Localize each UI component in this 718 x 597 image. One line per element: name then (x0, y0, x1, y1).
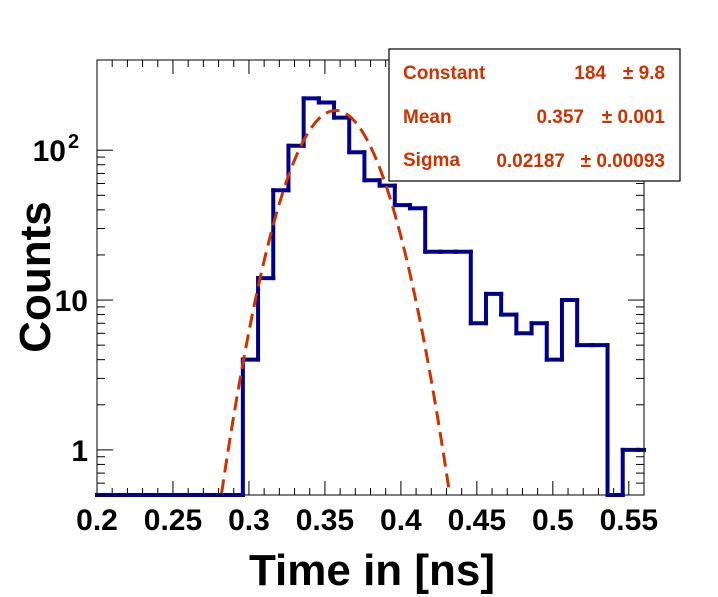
stats-constant-name: Constant (403, 63, 486, 84)
stats-sigma-name: Sigma (403, 150, 460, 171)
stats-sigma-error: ± 0.00093 (581, 151, 665, 172)
stats-constant-value: 184 (574, 63, 606, 84)
x-tick-label: 0.5 (532, 504, 574, 537)
x-tick-label: 0.2 (76, 504, 118, 537)
stats-mean-error: ± 0.001 (602, 107, 666, 128)
stats-mean-name: Mean (403, 107, 452, 128)
stats-constant-error: ± 9.8 (623, 63, 665, 84)
stats-sigma-value: 0.02187 (496, 151, 565, 172)
x-tick-label: 0.35 (296, 504, 354, 537)
x-tick-label: 0.4 (380, 504, 422, 537)
gaussian-fit-curve (220, 109, 451, 494)
y-axis-title: Counts (11, 201, 60, 353)
stats-box-frame (388, 48, 681, 182)
y-tick-label: 1 (71, 435, 88, 468)
y-tick-label-exponent: 2 (68, 131, 79, 153)
x-tick-label: 0.3 (228, 504, 270, 537)
y-tick-label: 10 2 (33, 131, 80, 168)
stats-box: Constant 184 ± 9.8 Mean 0.357 ± 0.001 Si… (388, 48, 681, 182)
x-tick-label: 0.25 (144, 504, 202, 537)
y-tick-label: 10 (55, 285, 88, 318)
y-tick-label-base: 10 (33, 135, 66, 168)
stats-mean-value: 0.357 (536, 107, 584, 128)
x-tick-label: 0.55 (600, 504, 658, 537)
x-tick-label: 0.45 (448, 504, 506, 537)
x-axis-title: Time in [ns] (249, 546, 495, 595)
